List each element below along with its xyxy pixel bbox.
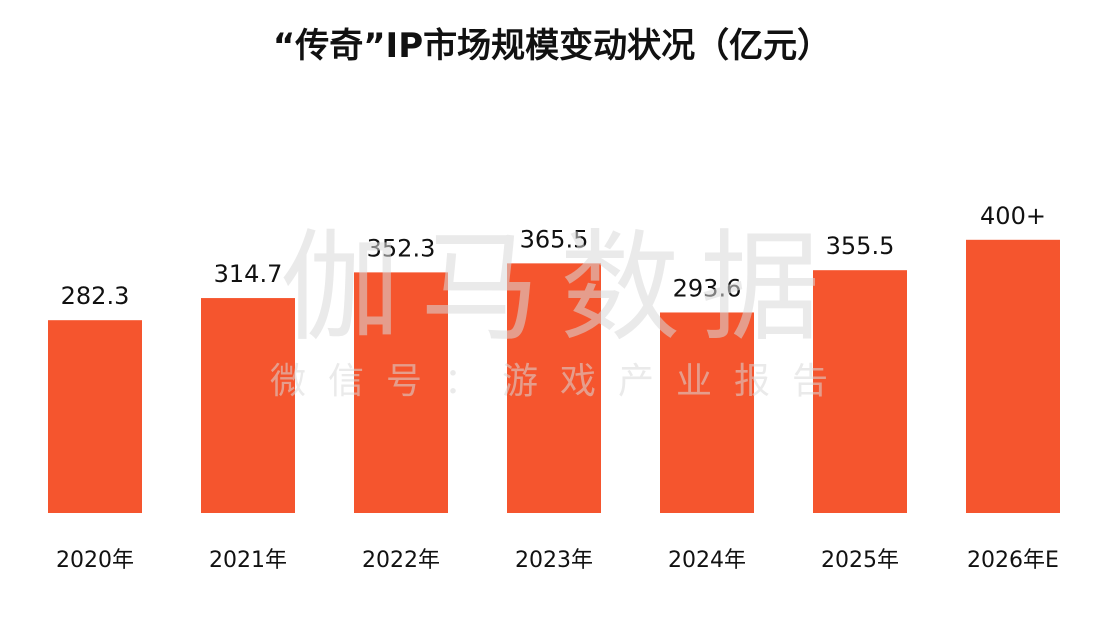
x-tick-label-2020年: 2020年 xyxy=(56,548,134,573)
x-tick-label-2022年: 2022年 xyxy=(362,548,440,573)
x-tick-label-2026年E: 2026年E xyxy=(967,548,1059,573)
data-label-2021年: 314.7 xyxy=(214,260,283,288)
chart-title: “传奇”IP市场规模变动状况（亿元） xyxy=(272,26,832,66)
x-tick-label-2021年: 2021年 xyxy=(209,548,287,573)
data-label-2025年: 355.5 xyxy=(826,232,895,260)
bar-2026年E xyxy=(966,239,1060,514)
bar-2023年 xyxy=(507,263,601,513)
bar-2025年 xyxy=(813,270,907,513)
bar-2022年 xyxy=(354,272,448,513)
data-label-2024年: 293.6 xyxy=(673,274,742,302)
bar-2021年 xyxy=(201,298,295,513)
data-label-2020年: 282.3 xyxy=(61,282,130,310)
x-tick-label-2025年: 2025年 xyxy=(821,548,899,573)
bar-2024年 xyxy=(660,312,754,513)
data-label-2022年: 352.3 xyxy=(367,234,436,262)
data-label-2026年E: 400+ xyxy=(980,202,1046,230)
bar-2020年 xyxy=(48,320,142,513)
x-tick-label-2024年: 2024年 xyxy=(668,548,746,573)
x-tick-label-2023年: 2023年 xyxy=(515,548,593,573)
data-label-2023年: 365.5 xyxy=(520,225,589,253)
